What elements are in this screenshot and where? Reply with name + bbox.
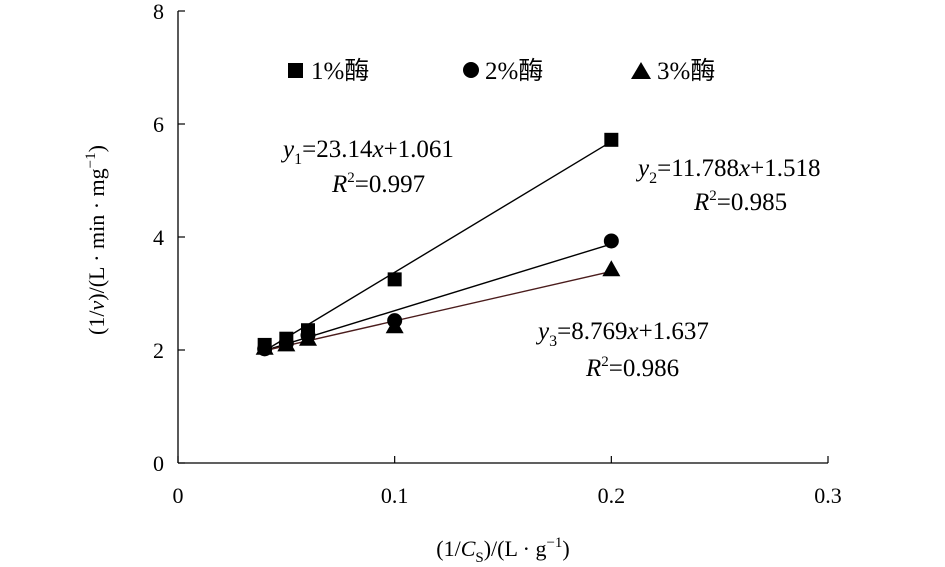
data-point-series-3	[277, 335, 296, 352]
legend-marker-square	[288, 63, 303, 78]
data-point-series-3	[385, 317, 404, 334]
legend-label-3: 3%酶	[657, 57, 715, 85]
legend-label-1: 1%酶	[311, 57, 369, 85]
y-tick-label: 0	[153, 451, 164, 476]
x-tick-label: 0.2	[598, 483, 626, 508]
y-ticks: 0 2 4 6 8	[153, 0, 185, 476]
x-tick-label: 0.1	[381, 483, 409, 508]
legend-marker-triangle	[631, 62, 651, 79]
legend: 1%酶 2%酶 3%酶	[288, 57, 715, 85]
data-point-series-2	[603, 233, 619, 249]
x-tick-label: 0.3	[814, 483, 842, 508]
legend-label-2: 2%酶	[485, 57, 543, 85]
y-tick-label: 4	[153, 225, 164, 250]
legend-marker-circle	[463, 62, 479, 78]
data-point-series-3	[255, 338, 274, 355]
r-squared-2: R2=0.985	[693, 188, 787, 216]
x-ticks: 0 0.1 0.2 0.3	[173, 456, 842, 508]
y-tick-label: 8	[153, 0, 164, 24]
data-point-series-1	[387, 272, 402, 287]
r-squared-3: R2=0.986	[585, 354, 679, 382]
equation-2: y2=11.788x+1.518	[635, 155, 821, 187]
data-markers	[255, 132, 621, 357]
data-point-series-3	[602, 260, 621, 277]
fit-line-series-2	[264, 243, 612, 352]
x-tick-label: 0	[173, 483, 184, 508]
fit-line-series-1	[264, 140, 612, 352]
x-axis-title: (1/CS)/(L · g−1)	[436, 535, 570, 566]
data-point-series-1	[604, 132, 619, 147]
equation-1: y1=23.14x+1.061	[280, 136, 454, 168]
y-tick-label: 6	[153, 112, 164, 137]
fit-line-series-3	[264, 270, 612, 352]
fit-lines	[264, 140, 612, 352]
data-point-series-3	[299, 329, 317, 346]
equation-3: y3=8.769x+1.637	[535, 318, 709, 350]
y-tick-label: 2	[153, 338, 164, 363]
y-axis-title: (1/v)/(L · min · mg−1)	[83, 145, 109, 335]
r-squared-1: R2=0.997	[331, 170, 425, 198]
